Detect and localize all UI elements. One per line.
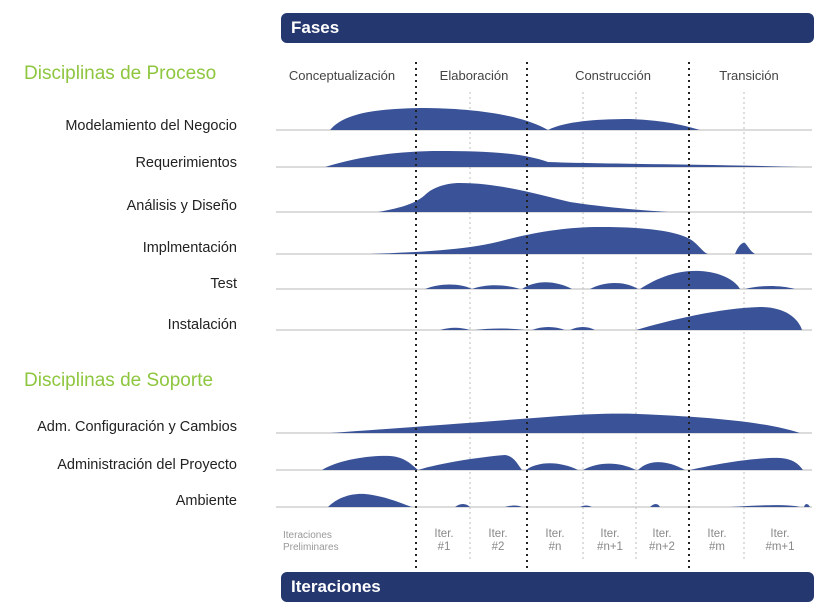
- hump-instalacion: [636, 307, 802, 330]
- phase-label-conceptualizacion: Conceptualización: [288, 68, 396, 83]
- hump-ambiente: [804, 504, 810, 507]
- discipline-label-adm-configuracion: Adm. Configuración y Cambios: [37, 419, 237, 435]
- phases-header-title: Fases: [291, 18, 340, 37]
- iteration-label-n-plus-2: Iter. #n+2: [649, 528, 675, 553]
- discipline-label-administracion-proyecto: Administración del Proyecto: [57, 457, 237, 473]
- iteration-label-1: Iter. #1: [434, 528, 454, 553]
- iteration-label-preliminary: Iteraciones Preliminares: [283, 530, 339, 553]
- activity-humps: [322, 108, 810, 507]
- hump-instalacion: [440, 327, 470, 330]
- hump-ambiente: [730, 505, 800, 507]
- support-disciplines-title: Disciplinas de Soporte: [24, 370, 214, 391]
- discipline-label-analisis-diseno: Análisis y Diseño: [126, 198, 237, 214]
- iteration-label-n: Iter. #n: [545, 528, 565, 553]
- hump-test: [745, 286, 795, 289]
- hump-proyecto: [583, 463, 636, 470]
- discipline-label-requerimientos: Requerimientos: [135, 155, 237, 171]
- hump-test: [522, 282, 572, 289]
- iteration-label-m-plus-1: Iter. #m+1: [765, 528, 795, 553]
- iteration-label-n-plus-1: Iter. #n+1: [597, 528, 623, 553]
- hump-analisis-diseno: [378, 183, 668, 212]
- hump-ambiente: [455, 504, 470, 507]
- iterations-footer-title: Iteraciones: [291, 577, 381, 596]
- discipline-label-ambiente: Ambiente: [175, 493, 237, 509]
- discipline-label-implementacion: Implmentación: [142, 240, 237, 256]
- hump-test: [590, 283, 638, 289]
- phase-label-construccion: Construcción: [575, 68, 651, 83]
- hump-modelamiento: [548, 119, 700, 130]
- hump-ambiente: [328, 493, 412, 507]
- phase-label-elaboracion: Elaboración: [439, 68, 509, 83]
- hump-ambiente: [650, 504, 660, 507]
- hump-implementacion: [735, 242, 755, 254]
- hump-instalacion: [570, 327, 595, 330]
- hump-test: [472, 285, 520, 289]
- phases-header: Fases: [281, 13, 814, 43]
- discipline-label-test: Test: [210, 276, 237, 292]
- discipline-label-modelamiento: Modelamiento del Negocio: [65, 118, 237, 134]
- discipline-label-instalacion: Instalación: [167, 317, 237, 333]
- hump-ambiente: [505, 505, 522, 507]
- iteration-label-m: Iter. #m: [707, 528, 727, 553]
- hump-implementacion: [370, 227, 708, 254]
- hump-instalacion: [475, 328, 525, 330]
- hump-proyecto: [418, 455, 522, 470]
- hump-proyecto: [322, 455, 418, 470]
- iterations-footer: Iteraciones: [281, 572, 814, 602]
- hump-proyecto: [690, 457, 803, 470]
- hump-instalacion: [532, 327, 565, 330]
- hump-configuracion: [330, 413, 800, 433]
- hump-proyecto: [638, 462, 685, 470]
- hump-modelamiento: [330, 108, 548, 130]
- hump-proyecto: [526, 463, 578, 470]
- hump-ambiente: [580, 505, 592, 507]
- hump-test: [425, 284, 472, 289]
- iteration-label-2: Iter. #2: [488, 528, 508, 553]
- process-disciplines-title: Disciplinas de Proceso: [24, 63, 217, 84]
- phase-label-transicion: Transición: [719, 68, 779, 83]
- hump-requerimientos: [325, 151, 800, 167]
- phase-dividers: [415, 62, 690, 572]
